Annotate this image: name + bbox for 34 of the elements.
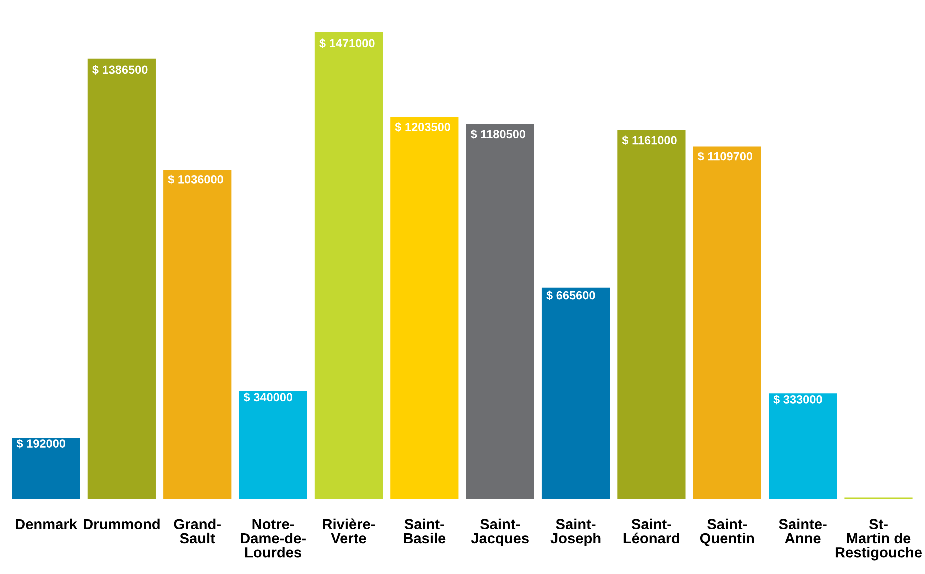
x-tick-label: Saint-Joseph bbox=[550, 518, 601, 547]
bar bbox=[618, 130, 686, 500]
data-label: $ 1386500 bbox=[92, 65, 148, 75]
data-label: $ 1471000 bbox=[320, 38, 375, 48]
bar bbox=[164, 170, 232, 500]
bar bbox=[466, 124, 534, 500]
x-tick-label: Drummond bbox=[84, 518, 160, 530]
x-tick-label: Rivière-Verte bbox=[323, 518, 376, 544]
x-tick-label: Saint-Basile bbox=[404, 518, 446, 544]
data-label: $ 1109700 bbox=[698, 152, 753, 162]
bar bbox=[769, 394, 838, 500]
bar bbox=[239, 391, 308, 500]
x-tick-label: Grand-Sault bbox=[174, 518, 221, 544]
bar bbox=[693, 146, 762, 500]
data-label: $ 1203500 bbox=[395, 122, 450, 132]
bar bbox=[542, 288, 610, 500]
bar bbox=[88, 58, 156, 500]
x-tick-label: Saint-Quentin bbox=[700, 518, 754, 546]
bar bbox=[314, 32, 384, 500]
x-tick-label: Saint-Léonard bbox=[624, 518, 680, 544]
bar bbox=[12, 438, 80, 500]
data-label: $ 340000 bbox=[244, 392, 293, 402]
data-label: $ 1161000 bbox=[622, 136, 677, 146]
data-label: $ 333000 bbox=[774, 394, 822, 405]
data-label: $ 1036000 bbox=[168, 174, 224, 185]
x-tick-label: Denmark bbox=[16, 518, 78, 530]
data-label: $ 665600 bbox=[546, 290, 596, 300]
x-tick-label: St-Martin de Restigouche bbox=[836, 519, 922, 561]
x-tick-label: Saint-Jacques bbox=[471, 518, 529, 547]
x-tick-label: Sainte-Anne bbox=[779, 518, 827, 544]
data-label: $ 1180500 bbox=[470, 130, 526, 140]
data-label: $ 192000 bbox=[16, 439, 66, 449]
bar bbox=[390, 116, 459, 500]
x-tick-label: Notre-Dame-de-Lourdes bbox=[241, 519, 306, 558]
